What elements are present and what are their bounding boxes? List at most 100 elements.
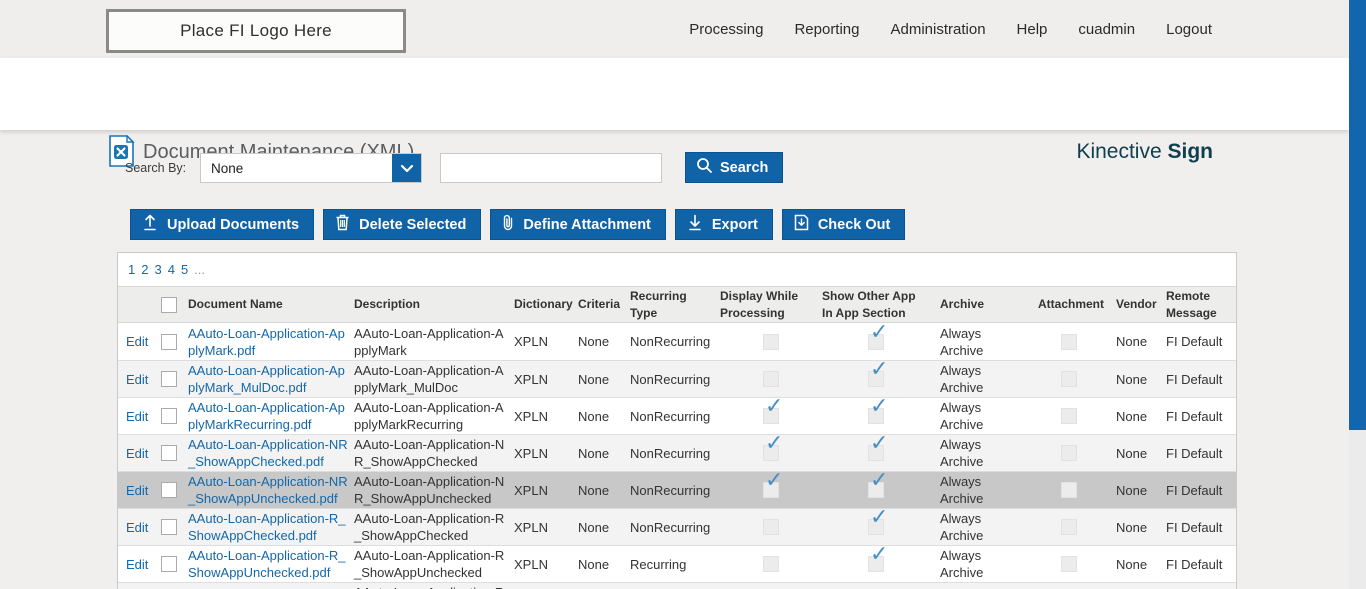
nav-administration[interactable]: Administration <box>890 20 986 38</box>
trash-icon <box>335 214 350 235</box>
document-name-link[interactable]: AAuto-Loan-Application-ApplyMark.pdf <box>188 325 345 358</box>
button-label: Define Attachment <box>523 216 651 233</box>
page-link-4[interactable]: 4 <box>167 262 175 277</box>
display-while-processing-checkbox[interactable] <box>763 472 783 498</box>
show-other-app-checkbox[interactable] <box>868 509 888 535</box>
search-by-dropdown[interactable]: None <box>200 153 422 183</box>
edit-link[interactable]: Edit <box>126 556 149 572</box>
export-button[interactable]: Export <box>674 209 773 240</box>
toolbar: Upload Documents Delete Selected Define At… <box>130 209 906 240</box>
table-body: Edit AAuto-Loan-Application-ApplyMark.pd… <box>118 323 1236 589</box>
attachment-checkbox[interactable] <box>1061 445 1077 461</box>
row-checkbox[interactable] <box>161 445 177 461</box>
recurring-type-cell: NonRecurring <box>630 482 711 498</box>
table-row: Edit AAuto-Loan-Application-NR_ShowAppUn… <box>118 471 1236 508</box>
edit-link[interactable]: Edit <box>126 445 149 461</box>
row-checkbox[interactable] <box>161 408 177 424</box>
show-other-app-checkbox[interactable] <box>868 398 888 424</box>
show-other-app-checkbox[interactable] <box>868 546 888 572</box>
document-name-link[interactable]: AAuto-Loan-Application-ApplyMark_MulDoc.… <box>188 363 345 395</box>
brand-logo: Kinective Sign <box>1076 140 1213 163</box>
search-button[interactable]: Search <box>685 152 784 183</box>
criteria-cell: None <box>578 334 610 349</box>
column-header-recurring-type: Recurring Type <box>630 288 687 320</box>
attachment-checkbox[interactable] <box>1061 408 1077 424</box>
upload-icon <box>142 214 158 235</box>
display-while-processing-checkbox[interactable] <box>763 371 779 387</box>
remote-message-cell: FI Default <box>1166 445 1223 461</box>
row-checkbox[interactable] <box>161 556 177 572</box>
row-checkbox[interactable] <box>161 519 177 535</box>
chevron-down-icon[interactable] <box>392 154 421 182</box>
description-cell: AAuto-Loan-Application-NR_ShowAppChecked <box>354 437 505 469</box>
show-other-app-checkbox[interactable] <box>868 361 888 387</box>
document-name-link[interactable]: AAuto-Loan-Application-R_ShowAppUnchecke… <box>188 548 346 580</box>
nav-reporting[interactable]: Reporting <box>794 20 860 38</box>
nav-cuadmin[interactable]: cuadmin <box>1078 20 1136 38</box>
display-while-processing-checkbox[interactable] <box>763 398 783 424</box>
documents-table: 1 2 3 4 5... Document Name Description Diction… <box>117 252 1237 589</box>
show-other-app-checkbox[interactable] <box>868 472 888 498</box>
remote-message-cell: FI Default <box>1166 334 1223 349</box>
vertical-scrollbar[interactable] <box>1349 0 1366 589</box>
page-link-1[interactable]: 1 <box>128 262 136 277</box>
row-checkbox[interactable] <box>161 482 177 498</box>
page-link-5[interactable]: 5 <box>180 262 189 277</box>
attachment-checkbox[interactable] <box>1061 519 1077 535</box>
edit-link[interactable]: Edit <box>126 408 149 424</box>
nav-logout[interactable]: Logout <box>1166 20 1212 38</box>
nav-help[interactable]: Help <box>1016 20 1048 38</box>
description-cell: AAuto-Loan-Application-NR_ShowAppUncheck… <box>354 474 505 506</box>
button-label: Check Out <box>817 216 891 233</box>
display-while-processing-checkbox[interactable] <box>763 519 779 535</box>
archive-cell: Always Archive <box>940 325 984 358</box>
top-nav: Processing Reporting Administration Help cua… <box>689 0 1212 58</box>
display-while-processing-checkbox[interactable] <box>763 333 779 350</box>
search-input[interactable] <box>440 153 662 183</box>
delete-selected-button[interactable]: Delete Selected <box>323 209 482 240</box>
remote-message-cell: FI Default <box>1166 371 1223 387</box>
search-button-label: Search <box>720 159 769 176</box>
dictionary-cell: XPLN <box>514 408 548 424</box>
table-row: Edit AAuto-Loan-Application-ApplyMark.pd… <box>118 323 1236 360</box>
search-icon <box>696 157 713 178</box>
display-while-processing-checkbox[interactable] <box>763 435 783 461</box>
scrollbar-thumb[interactable] <box>1349 0 1366 430</box>
attachment-checkbox[interactable] <box>1061 333 1077 350</box>
select-all-checkbox[interactable] <box>161 296 177 313</box>
upload-documents-button[interactable]: Upload Documents <box>130 209 315 240</box>
row-checkbox[interactable] <box>161 371 177 387</box>
table-row: Edit AAuto-Loan-Application-NR_ShowAppCh… <box>118 434 1236 471</box>
page-link-2[interactable]: 2 <box>141 262 149 277</box>
display-while-processing-checkbox[interactable] <box>763 556 779 572</box>
document-name-link[interactable]: AAuto-Loan-Application-NR_ShowAppUncheck… <box>188 474 348 506</box>
edit-link[interactable]: Edit <box>126 482 149 498</box>
document-name-link[interactable]: AAuto-Loan-Application-NR_ShowAppChecked… <box>188 437 348 469</box>
document-name-link[interactable]: AAuto-Loan-Application-R_ShowAppChecked.… <box>188 511 346 543</box>
show-other-app-checkbox[interactable] <box>868 324 888 350</box>
criteria-cell: None <box>578 482 610 498</box>
criteria-cell: None <box>578 519 610 535</box>
show-other-app-checkbox[interactable] <box>868 435 888 461</box>
attachment-checkbox[interactable] <box>1061 371 1077 387</box>
row-checkbox[interactable] <box>161 333 177 350</box>
define-attachment-button[interactable]: Define Attachment <box>490 209 666 240</box>
download-icon <box>687 214 703 235</box>
edit-link[interactable]: Edit <box>126 519 149 535</box>
attachment-checkbox[interactable] <box>1061 482 1077 498</box>
edit-link[interactable]: Edit <box>126 334 149 349</box>
vendor-cell: None <box>1116 482 1148 498</box>
check-out-button[interactable]: Check Out <box>781 209 906 240</box>
table-row: Edit AAuto-Loan-Application-R_ShowAppChe… <box>118 508 1236 545</box>
column-header-criteria: Criteria <box>578 297 621 311</box>
attachment-checkbox[interactable] <box>1061 556 1077 572</box>
criteria-cell: None <box>578 408 610 424</box>
archive-cell: Always Archive <box>940 437 984 469</box>
header-checkbox-cell <box>156 296 188 313</box>
edit-link[interactable]: Edit <box>126 371 149 387</box>
archive-cell: Always Archive <box>940 548 984 580</box>
nav-processing[interactable]: Processing <box>689 20 764 38</box>
page-link-3[interactable]: 3 <box>154 262 162 277</box>
remote-message-cell: FI Default <box>1166 408 1223 424</box>
document-name-link[interactable]: AAuto-Loan-Application-ApplyMarkRecurrin… <box>188 400 345 432</box>
